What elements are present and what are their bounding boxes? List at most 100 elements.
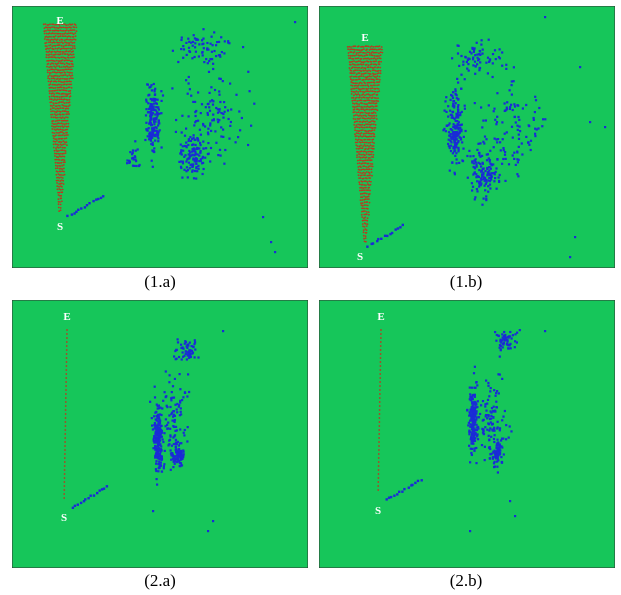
red-point (360, 73, 363, 75)
red-point (365, 135, 368, 138)
blue-point (137, 164, 141, 168)
blue-point (134, 158, 137, 161)
red-point (352, 82, 355, 84)
red-point (379, 365, 382, 367)
red-point (68, 38, 70, 41)
blue-point (491, 62, 494, 65)
red-point (366, 219, 369, 222)
red-point (357, 132, 360, 135)
red-point (56, 50, 59, 53)
blue-point (455, 97, 458, 100)
red-point (361, 192, 364, 195)
blue-point (128, 159, 131, 162)
blue-point (475, 381, 478, 384)
red-point (370, 159, 373, 162)
red-point (348, 57, 350, 60)
blue-point (454, 154, 457, 157)
blue-point (589, 121, 592, 124)
red-point (373, 93, 375, 95)
blue-point (156, 451, 159, 454)
blue-point (152, 447, 155, 450)
blue-point (98, 489, 101, 492)
blue-point (490, 174, 493, 177)
red-point (70, 44, 72, 47)
blue-point (509, 347, 512, 350)
blue-point (569, 256, 572, 259)
blue-point (218, 90, 221, 93)
blue-point (187, 344, 190, 347)
red-point (63, 35, 65, 38)
blue-point (445, 124, 448, 127)
blue-point (442, 129, 445, 132)
blue-point (154, 468, 157, 471)
red-point (364, 45, 367, 48)
red-point (45, 35, 48, 38)
red-point (379, 377, 382, 379)
blue-point (488, 169, 491, 172)
red-point (58, 185, 60, 188)
red-point (64, 105, 67, 107)
blue-point (198, 128, 201, 131)
blue-point (479, 142, 482, 145)
blue-point (393, 494, 396, 497)
red-point (63, 59, 66, 62)
red-point (65, 385, 67, 387)
red-point (61, 51, 64, 53)
blue-point (166, 406, 169, 409)
blue-point (211, 99, 214, 102)
red-point (50, 98, 53, 101)
red-point (54, 108, 57, 110)
blue-point (509, 342, 512, 345)
blue-point (188, 157, 191, 160)
blue-point (445, 96, 448, 99)
blue-point (473, 198, 476, 201)
blue-point (451, 105, 454, 108)
red-point (64, 441, 66, 443)
red-point (57, 83, 60, 86)
red-point (63, 473, 66, 475)
blue-point (516, 124, 519, 127)
blue-point (495, 333, 498, 337)
blue-point (475, 426, 478, 429)
red-point (366, 126, 369, 129)
blue-point (202, 47, 205, 50)
red-point (368, 153, 371, 156)
blue-point (455, 116, 458, 119)
blue-point (447, 142, 450, 145)
blue-point (213, 88, 217, 92)
red-point (367, 85, 370, 88)
red-point (70, 83, 73, 86)
blue-point (497, 373, 500, 376)
blue-point (163, 391, 166, 394)
blue-point (209, 122, 212, 125)
blue-point (206, 103, 209, 106)
blue-point (487, 38, 490, 41)
blue-point (414, 481, 417, 485)
red-point (373, 90, 376, 93)
red-point (364, 82, 366, 84)
red-point (52, 23, 55, 26)
red-point (361, 205, 364, 207)
red-point (353, 54, 356, 57)
red-point (360, 213, 363, 216)
blue-point (154, 436, 157, 439)
blue-point (456, 52, 460, 55)
red-point (52, 39, 55, 41)
red-point (356, 67, 359, 69)
red-point (348, 61, 351, 63)
red-point (59, 113, 62, 116)
red-point (62, 89, 65, 92)
red-point (72, 53, 75, 56)
red-point (64, 68, 67, 71)
red-point (358, 94, 361, 97)
blue-point (501, 51, 504, 54)
red-point (46, 71, 49, 74)
blue-point (153, 396, 157, 399)
red-point (55, 99, 58, 101)
red-point (53, 132, 56, 134)
blue-point (468, 57, 471, 61)
red-point (371, 150, 374, 153)
red-point (372, 46, 375, 48)
red-point (360, 150, 363, 153)
red-point (368, 54, 371, 56)
